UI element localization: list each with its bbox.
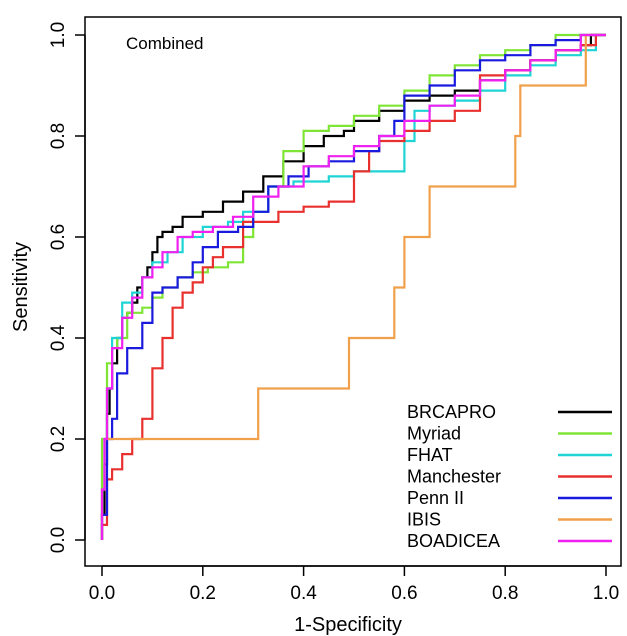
legend-label-boadicea: BOADICEA <box>407 531 500 551</box>
x-axis-label: 1-Specificity <box>294 614 402 636</box>
x-tick-label: 0.0 <box>89 583 115 604</box>
legend-label-ibis: IBIS <box>407 510 441 530</box>
x-axis: 0.0 0.2 0.4 0.6 0.8 1.0 <box>89 565 619 604</box>
y-tick-label: 0.2 <box>48 426 69 452</box>
y-axis: 0.0 0.2 0.4 0.6 0.8 1.0 <box>48 22 86 553</box>
legend-label-manchester: Manchester <box>407 467 501 487</box>
x-tick-label: 0.8 <box>492 583 518 604</box>
y-tick-label: 0.4 <box>48 324 69 351</box>
series-layer <box>100 33 606 540</box>
x-tick-label: 0.4 <box>290 583 317 604</box>
chart-annotation: Combined <box>126 34 204 53</box>
series-line-penn-ii <box>100 33 606 540</box>
legend-label-brcapro: BRCAPRO <box>407 402 496 422</box>
series-line-boadicea <box>100 33 606 540</box>
x-tick-label: 0.2 <box>190 583 216 604</box>
y-axis-label: Sensitivity <box>10 242 32 332</box>
x-tick-label: 0.6 <box>391 583 417 604</box>
legend-label-fhat: FHAT <box>407 445 453 465</box>
y-tick-label: 0.0 <box>48 527 69 553</box>
y-tick-label: 0.6 <box>48 224 69 250</box>
legend-label-myriad: Myriad <box>407 424 461 444</box>
x-tick-label: 1.0 <box>593 583 619 604</box>
legend-label-penn-ii: Penn II <box>407 488 464 508</box>
y-tick-label: 0.8 <box>48 123 69 149</box>
y-tick-label: 1.0 <box>48 22 69 48</box>
